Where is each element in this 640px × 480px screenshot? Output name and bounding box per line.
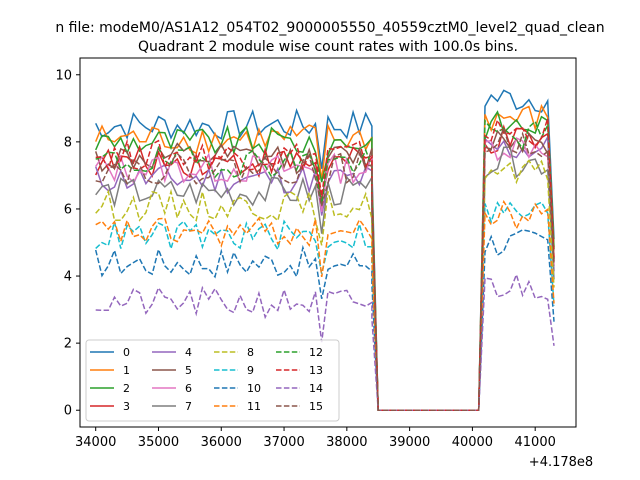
x-axis: 34000 35000 36000 37000 38000 39000 40000 41000	[75, 427, 556, 450]
x-tick-label: 41000	[515, 435, 556, 450]
series-line-9	[95, 201, 555, 411]
x-tick-label: 37000	[263, 435, 304, 450]
legend-label: 2	[123, 382, 130, 395]
legend-label: 5	[185, 364, 192, 377]
y-tick-label: 0	[64, 404, 72, 419]
x-offset-label: +4.178e8	[529, 455, 593, 470]
y-tick-label: 4	[64, 270, 72, 285]
legend-label: 4	[185, 346, 192, 359]
y-tick-label: 2	[64, 337, 72, 352]
legend-frame	[85, 339, 340, 422]
series-layer	[94, 89, 555, 411]
legend-label: 9	[247, 364, 254, 377]
legend-label: 10	[247, 382, 261, 395]
legend-label: 6	[185, 382, 192, 395]
legend-label: 0	[123, 346, 130, 359]
legend-label: 1	[123, 364, 130, 377]
x-tick-label: 39000	[389, 435, 430, 450]
legend-label: 8	[247, 346, 254, 359]
series-line-15	[95, 125, 555, 411]
y-tick-label: 6	[64, 202, 72, 217]
legend-label: 3	[123, 400, 130, 413]
chart-title: Quadrant 2 module wise count rates with …	[138, 39, 518, 55]
x-tick-label: 38000	[326, 435, 367, 450]
legend-label: 15	[309, 400, 323, 413]
y-tick-label: 10	[55, 68, 72, 83]
legend-label: 12	[309, 346, 323, 359]
series-line-14	[95, 272, 555, 411]
series-line-11	[95, 199, 555, 411]
legend-label: 11	[247, 400, 261, 413]
y-axis: 0 2 4 6 8 10	[55, 68, 80, 419]
x-tick-label: 34000	[75, 435, 116, 450]
figure-suptitle: n file: modeM0/AS1A12_054T02_9000005550_…	[55, 20, 604, 36]
plot-frame	[79, 57, 577, 428]
legend-label: 7	[185, 400, 192, 413]
series-line-13	[95, 118, 555, 411]
legend-label: 14	[309, 382, 323, 395]
y-tick-label: 8	[64, 135, 72, 150]
x-tick-label: 36000	[201, 435, 242, 450]
legend-label: 13	[309, 364, 323, 377]
x-tick-label: 35000	[138, 435, 179, 450]
x-tick-label: 40000	[452, 435, 493, 450]
